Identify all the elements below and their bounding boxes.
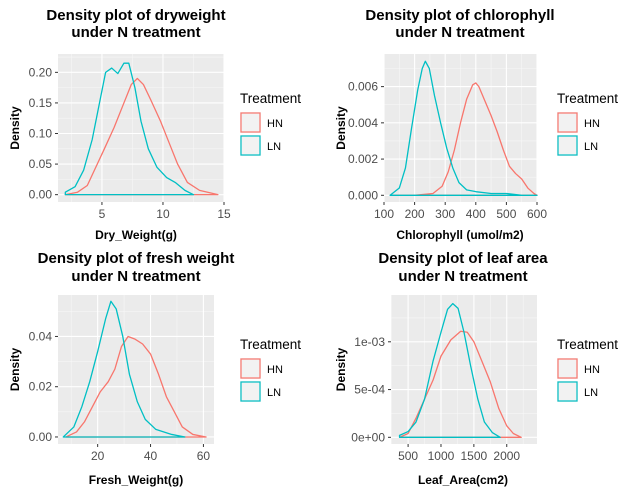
chart-title: under N treatment	[398, 268, 527, 285]
chart-title: under N treatment	[395, 24, 524, 41]
chart-title: Density plot of dryweight	[46, 7, 225, 24]
legend-title: Treatment	[557, 337, 618, 352]
legend: Treatment HN LN	[557, 337, 618, 402]
y-tick-label: 0.000	[348, 188, 378, 202]
x-axis-title: Fresh_Weight(g)	[89, 473, 183, 487]
plot-panel	[58, 295, 214, 444]
legend-swatch-hn	[240, 358, 261, 379]
legend-key-ln	[557, 381, 578, 402]
legend-label-hn: HN	[584, 364, 600, 376]
chart-3: 20 40 60 0.00 0.02 0.04 Density plot of fresh …	[8, 250, 301, 487]
legend-key-hn	[557, 358, 578, 379]
legend-label-hn: HN	[584, 118, 600, 130]
y-tick-label: 5e-04	[354, 383, 385, 397]
legend-swatch-hn	[557, 112, 578, 133]
x-tick-label: 5	[99, 207, 106, 221]
legend-label-ln: LN	[584, 387, 598, 399]
x-tick-label: 400	[466, 207, 486, 221]
chart-title: Density plot of chlorophyll	[365, 7, 554, 24]
x-tick-label: 15	[217, 207, 231, 221]
legend-label-ln: LN	[267, 141, 281, 153]
chart-1: 5 10 15 0.00 0.05 0.10 0.15 0.20 Density plot of…	[8, 7, 301, 242]
legend-swatch-ln	[557, 381, 578, 402]
y-tick-label: 0.15	[29, 96, 53, 110]
y-tick-label: 0.10	[29, 127, 53, 141]
chart-4: 500 1000 1500 2000 0e+00 5e-04 1e-03 Density pl…	[334, 250, 618, 487]
legend-swatch-hn	[557, 358, 578, 379]
x-tick-label: 500	[398, 449, 418, 463]
density-line-ln	[64, 62, 195, 196]
density-line-hn	[64, 77, 219, 196]
chart-title: under N treatment	[71, 268, 200, 285]
x-tick-label: 300	[435, 207, 455, 221]
y-axis-title: Density	[8, 106, 22, 150]
legend-label-hn: HN	[267, 364, 283, 376]
x-axis-title: Chlorophyll (umol/m2)	[396, 228, 523, 242]
y-tick-label: 1e-03	[354, 335, 385, 349]
x-tick-label: 1000	[428, 449, 455, 463]
y-tick-label: 0.00	[29, 188, 53, 202]
legend-key-hn	[240, 112, 261, 133]
y-tick-label: 0.20	[29, 65, 53, 79]
legend-key-ln	[557, 135, 578, 156]
x-tick-label: 1500	[461, 449, 488, 463]
y-tick-label: 0.02	[29, 380, 53, 394]
legend: Treatment HN LN	[240, 337, 301, 402]
legend-key-ln	[240, 381, 261, 402]
x-axis-title: Leaf_Area(cm2)	[418, 473, 508, 487]
density-line-ln	[62, 300, 186, 438]
y-axis-title: Density	[334, 348, 348, 392]
legend-swatch-ln	[240, 381, 261, 402]
plot-panel	[391, 295, 537, 444]
legend: Treatment HN LN	[240, 91, 301, 156]
y-axis-title: Density	[8, 348, 22, 392]
chart-title: Density plot of leaf area	[378, 250, 548, 267]
x-tick-label: 40	[144, 449, 158, 463]
x-tick-label: 10	[156, 207, 170, 221]
legend-swatch-ln	[557, 135, 578, 156]
density-line-ln	[389, 60, 538, 196]
plot-panel	[58, 54, 224, 202]
legend-title: Treatment	[557, 91, 618, 106]
y-tick-label: 0.04	[29, 329, 53, 343]
legend-label-ln: LN	[584, 141, 598, 153]
legend-swatch-hn	[240, 112, 261, 133]
legend-label-ln: LN	[267, 387, 281, 399]
x-tick-label: 500	[496, 207, 516, 221]
density-line-hn	[398, 330, 522, 438]
y-tick-label: 0.002	[348, 152, 378, 166]
y-tick-label: 0e+00	[351, 430, 385, 444]
x-tick-label: 200	[405, 207, 425, 221]
x-tick-label: 20	[91, 449, 105, 463]
y-tick-label: 0.05	[29, 157, 53, 171]
density-line-hn	[389, 82, 538, 196]
x-tick-label: 2000	[493, 449, 520, 463]
density-line-ln	[398, 302, 501, 438]
legend-key-hn	[557, 112, 578, 133]
x-tick-label: 600	[527, 207, 547, 221]
legend-title: Treatment	[240, 337, 301, 352]
y-tick-label: 0.004	[348, 116, 378, 130]
legend-swatch-ln	[240, 135, 261, 156]
legend-title: Treatment	[240, 91, 301, 106]
chart-title: under N treatment	[71, 24, 200, 41]
x-tick-label: 60	[197, 449, 211, 463]
y-tick-label: 0.00	[29, 430, 53, 444]
x-tick-label: 100	[374, 207, 394, 221]
chart-2: 100 200 300 400 500 6000.0000.0020.0040.006De…	[334, 7, 618, 242]
legend-key-ln	[240, 135, 261, 156]
x-axis-title: Dry_Weight(g)	[95, 228, 177, 242]
legend: Treatment HN LN	[557, 91, 618, 156]
density-line-hn	[65, 335, 207, 438]
chart-title: Density plot of fresh weight	[38, 250, 235, 267]
y-tick-label: 0.006	[348, 80, 378, 94]
legend-key-hn	[240, 358, 261, 379]
y-axis-title: Density	[334, 106, 348, 150]
legend-label-hn: HN	[267, 118, 283, 130]
